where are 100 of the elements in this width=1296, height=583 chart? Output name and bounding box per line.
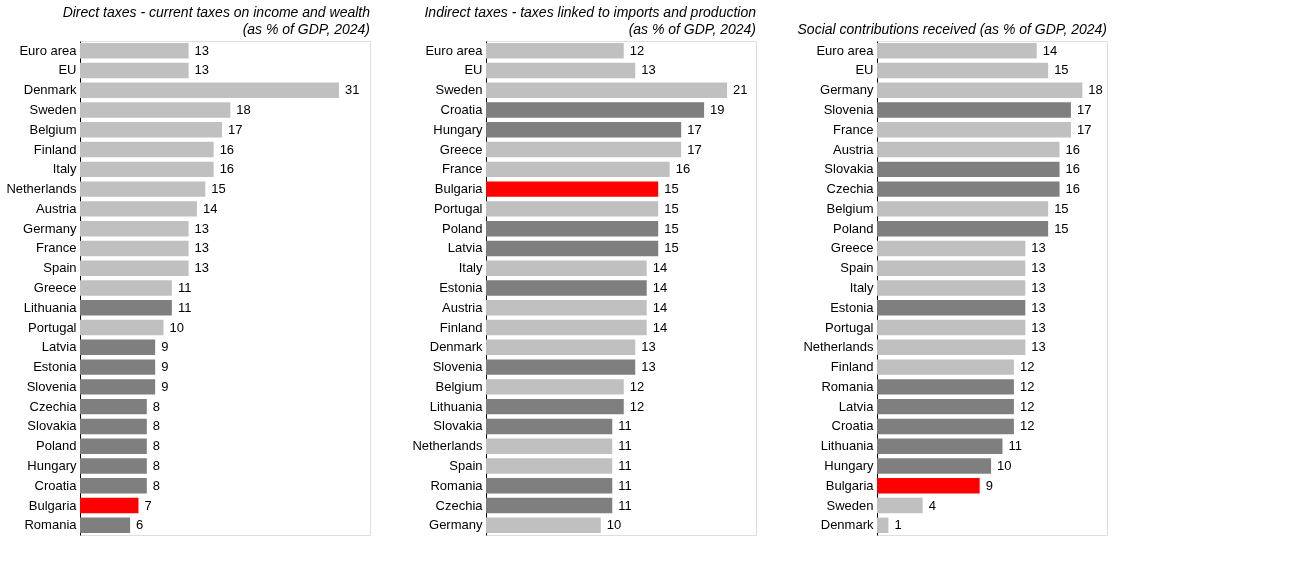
y-tick-label: Euro area	[425, 42, 484, 58]
data-label: 14	[652, 280, 668, 295]
data-label: 12	[1019, 398, 1035, 414]
y-tick-label: Sweden	[29, 102, 77, 118]
data-label: 14	[202, 200, 218, 216]
y-tick-label: Portugal	[28, 319, 77, 335]
data-label: 7	[144, 497, 152, 513]
bar	[80, 458, 147, 474]
data-label: 12	[1019, 418, 1035, 434]
y-tick-label: Sweden	[826, 497, 874, 513]
data-label: 17	[1076, 102, 1092, 118]
data-label: 13	[641, 359, 656, 375]
y-tick-label: Hungary	[27, 457, 77, 473]
data-label: 15	[1054, 200, 1069, 216]
y-tick-label: Greece	[33, 280, 77, 295]
y-tick-label: EU	[58, 62, 77, 78]
bar	[877, 418, 1014, 435]
data-label: 31	[344, 82, 360, 98]
bar	[877, 161, 1060, 178]
y-tick-label: Netherlands	[412, 438, 483, 454]
data-label: 12	[1019, 378, 1035, 394]
bar	[486, 280, 647, 296]
data-label: 15	[1054, 62, 1069, 78]
data-label: 14	[652, 260, 668, 276]
y-tick-label: Austria	[833, 141, 875, 157]
data-label: 21	[733, 82, 748, 98]
bar	[486, 497, 613, 514]
bar	[80, 359, 156, 375]
data-label: 13	[1031, 280, 1046, 295]
data-label: 19	[710, 102, 725, 118]
data-label: 15	[664, 240, 679, 256]
bar	[486, 201, 659, 217]
data-label: 8	[152, 477, 161, 493]
bar	[486, 359, 636, 375]
y-tick-label: Estonia	[830, 299, 875, 315]
bar	[877, 398, 1014, 415]
y-tick-label: Croatia	[34, 477, 78, 493]
y-tick-label: Denmark	[429, 339, 483, 355]
y-tick-label: Romania	[430, 477, 484, 493]
data-label: 11	[177, 280, 192, 295]
data-label: 12	[629, 42, 645, 58]
y-tick-label: Spain	[840, 260, 874, 276]
bar	[80, 201, 197, 217]
data-label: 15	[1054, 220, 1069, 236]
bar	[877, 379, 1014, 395]
y-tick-label: Euro area	[19, 42, 78, 58]
y-tick-label: Czechia	[29, 398, 78, 414]
y-tick-label: Denmark	[23, 82, 77, 98]
data-label: 8	[152, 398, 161, 414]
data-label: 17	[1076, 121, 1092, 137]
y-tick-label: Poland	[833, 220, 874, 236]
y-tick-label: Slovenia	[26, 378, 78, 394]
data-label: 13	[641, 62, 656, 78]
y-tick-label: Belgium	[435, 378, 483, 394]
data-label: 9	[161, 339, 169, 355]
bar	[80, 438, 147, 454]
data-label: 16	[219, 161, 235, 177]
bar	[877, 122, 1071, 138]
data-label: 13	[194, 62, 210, 78]
y-tick-label: Germany	[429, 517, 483, 533]
bar	[877, 478, 980, 494]
y-tick-label: Belgium	[826, 200, 874, 216]
bar	[486, 122, 682, 138]
data-label: 13	[1031, 260, 1046, 276]
y-tick-label: Croatia	[440, 102, 484, 118]
bar	[486, 260, 647, 276]
bar	[486, 300, 647, 316]
data-label: 13	[1031, 339, 1046, 355]
chart-subtitle: (as % of GDP, 2024)	[628, 21, 756, 37]
y-tick-label: Italy	[458, 260, 483, 276]
data-label: 13	[194, 240, 210, 256]
bar	[486, 339, 636, 356]
bar	[80, 300, 172, 316]
bar	[80, 122, 222, 138]
bar	[877, 201, 1049, 217]
bar	[877, 181, 1060, 197]
data-label: 13	[1031, 240, 1046, 256]
y-tick-label: Latvia	[41, 339, 78, 355]
data-label: 12	[1019, 359, 1035, 375]
data-label: 8	[152, 418, 161, 434]
y-tick-label: Lithuania	[429, 398, 484, 414]
y-tick-label: Poland	[36, 438, 77, 454]
y-tick-label: Greece	[830, 240, 874, 256]
y-tick-label: Croatia	[831, 418, 875, 434]
bar	[486, 478, 613, 494]
y-tick-label: Bulgaria	[825, 477, 875, 493]
y-tick-label: EU	[464, 62, 483, 78]
bar	[80, 240, 189, 257]
y-tick-label: EU	[855, 62, 874, 78]
y-tick-label: Spain	[43, 260, 77, 276]
data-label: 11	[618, 418, 632, 434]
data-label: 11	[618, 477, 632, 493]
y-tick-label: Estonia	[33, 359, 78, 375]
y-tick-label: Austria	[442, 299, 484, 315]
y-tick-label: Lithuania	[820, 438, 875, 454]
y-tick-label: Lithuania	[23, 299, 78, 315]
bar	[877, 220, 1049, 237]
y-tick-label: Italy	[52, 161, 77, 177]
data-label: 16	[219, 141, 235, 157]
data-label: 11	[1008, 438, 1022, 454]
